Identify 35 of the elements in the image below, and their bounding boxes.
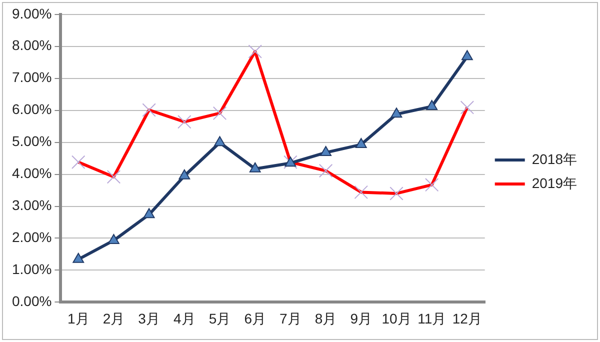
x-tick-label: 4月: [174, 310, 196, 326]
point: [108, 234, 120, 244]
x-tick-label: 12月: [452, 310, 482, 326]
y-tick-label: 3.00%: [12, 197, 52, 214]
x-tick-label: 8月: [314, 310, 337, 326]
point: [355, 138, 367, 148]
point: [249, 162, 261, 172]
y-tick-label: 2.00%: [12, 229, 52, 246]
x-tick-label: 2月: [102, 310, 125, 326]
point: [143, 208, 155, 218]
point: [390, 108, 402, 118]
point: [178, 169, 190, 180]
y-tick-label: 8.00%: [12, 37, 52, 54]
x-tick-label: 1月: [67, 310, 90, 326]
point: [320, 146, 332, 156]
legend-label: 2018年: [532, 150, 578, 167]
x-tick-label: 11月: [418, 310, 446, 326]
x-tick-label: 5月: [208, 310, 231, 326]
x-tick-label: 6月: [244, 310, 266, 326]
x-tick-label: 10月: [382, 310, 412, 326]
point: [72, 252, 84, 263]
y-tick-label: 9.00%: [12, 5, 52, 22]
x-tick-label: 7月: [280, 310, 302, 326]
x-tick-label: 3月: [138, 310, 160, 326]
point: [426, 100, 438, 110]
y-tick-label: 0.00%: [12, 293, 52, 310]
point: [461, 50, 473, 60]
y-tick-label: 4.00%: [12, 165, 52, 182]
x-tick-label: 9月: [350, 310, 372, 326]
legend-label: 2019年: [532, 174, 578, 191]
point: [214, 136, 226, 146]
y-tick-label: 1.00%: [12, 261, 52, 278]
y-tick-label: 5.00%: [12, 133, 52, 150]
y-tick-label: 6.00%: [12, 101, 52, 118]
y-tick-label: 7.00%: [12, 69, 52, 86]
